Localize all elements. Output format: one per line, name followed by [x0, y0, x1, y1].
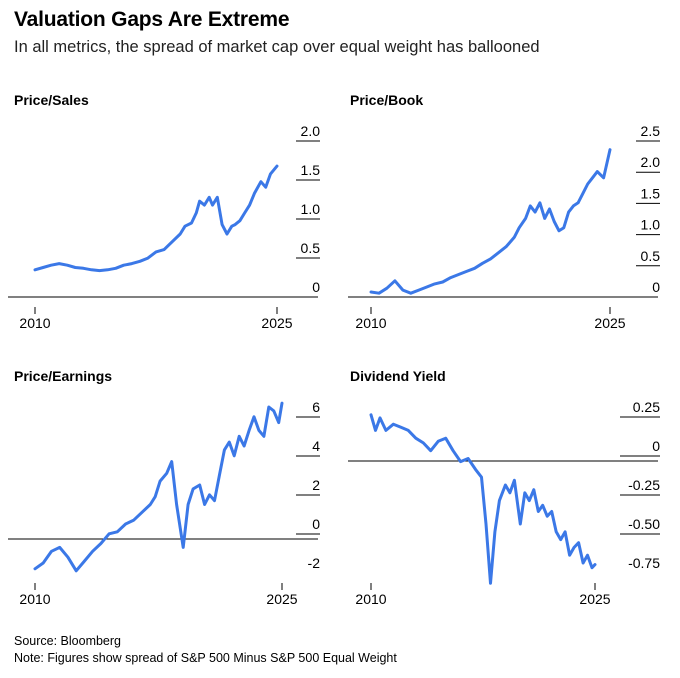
- panel-title-dividend-yield: Dividend Yield: [350, 368, 446, 384]
- y-tick-label: 0: [312, 516, 320, 532]
- y-tick-label: 0.25: [633, 399, 660, 415]
- series-line: [369, 148, 612, 295]
- y-tick-label: 2.5: [641, 123, 661, 139]
- panel-title-price-earnings: Price/Earnings: [14, 368, 113, 384]
- y-tick-label: 1.5: [301, 162, 321, 178]
- series-line: [33, 164, 279, 273]
- y-tick-label: 1.5: [641, 185, 661, 201]
- x-tick-label: 2025: [266, 591, 297, 607]
- x-tick-label: 2010: [355, 591, 386, 607]
- x-tick-label: 2025: [261, 315, 292, 331]
- y-tick-label: 2: [312, 477, 320, 493]
- y-tick-label: 4: [312, 438, 320, 454]
- chart-title: Valuation Gaps Are Extreme: [14, 8, 290, 31]
- y-tick-label: 0: [652, 438, 660, 454]
- y-tick-label: 1.0: [301, 201, 321, 217]
- x-tick-label: 2010: [19, 591, 50, 607]
- source-note: Source: Bloomberg: [14, 634, 122, 648]
- y-tick-label: 0.5: [301, 240, 321, 256]
- y-tick-label: 0.5: [641, 248, 661, 264]
- y-tick-label: -2: [308, 555, 321, 571]
- series-line: [33, 401, 284, 573]
- y-tick-label: -0.75: [628, 555, 660, 571]
- y-tick-label: 6: [312, 399, 320, 415]
- price-earnings-chart: 2010 2025 6 4 2 0 -2: [8, 399, 321, 607]
- x-tick-label: 2010: [355, 315, 386, 331]
- x-tick-label: 2010: [19, 315, 50, 331]
- y-tick-label: 1.0: [641, 217, 661, 233]
- panel-title-price-book: Price/Book: [350, 92, 424, 108]
- chart-subtitle: In all metrics, the spread of market cap…: [14, 38, 540, 56]
- y-tick-label: 2.0: [641, 154, 661, 170]
- panel-title-price-sales: Price/Sales: [14, 92, 89, 108]
- footnote: Note: Figures show spread of S&P 500 Min…: [14, 651, 397, 665]
- y-tick-label: 0: [312, 279, 320, 295]
- series-line: [369, 413, 597, 585]
- y-tick-label: 0: [652, 279, 660, 295]
- x-tick-label: 2025: [579, 591, 610, 607]
- y-tick-label: -0.50: [628, 516, 660, 532]
- y-tick-label: 2.0: [301, 123, 321, 139]
- y-tick-label: -0.25: [628, 477, 660, 493]
- x-tick-label: 2025: [594, 315, 625, 331]
- price-sales-chart: 2010 2025 2.0 1.5 1.0 0.5 0: [8, 123, 321, 331]
- dividend-yield-chart: 2010 2025 0.25 0 -0.25 -0.50 -0.75: [348, 399, 660, 607]
- price-book-chart: 2010 2025 2.5 2.0 1.5 1.0 0.5 0: [348, 123, 661, 331]
